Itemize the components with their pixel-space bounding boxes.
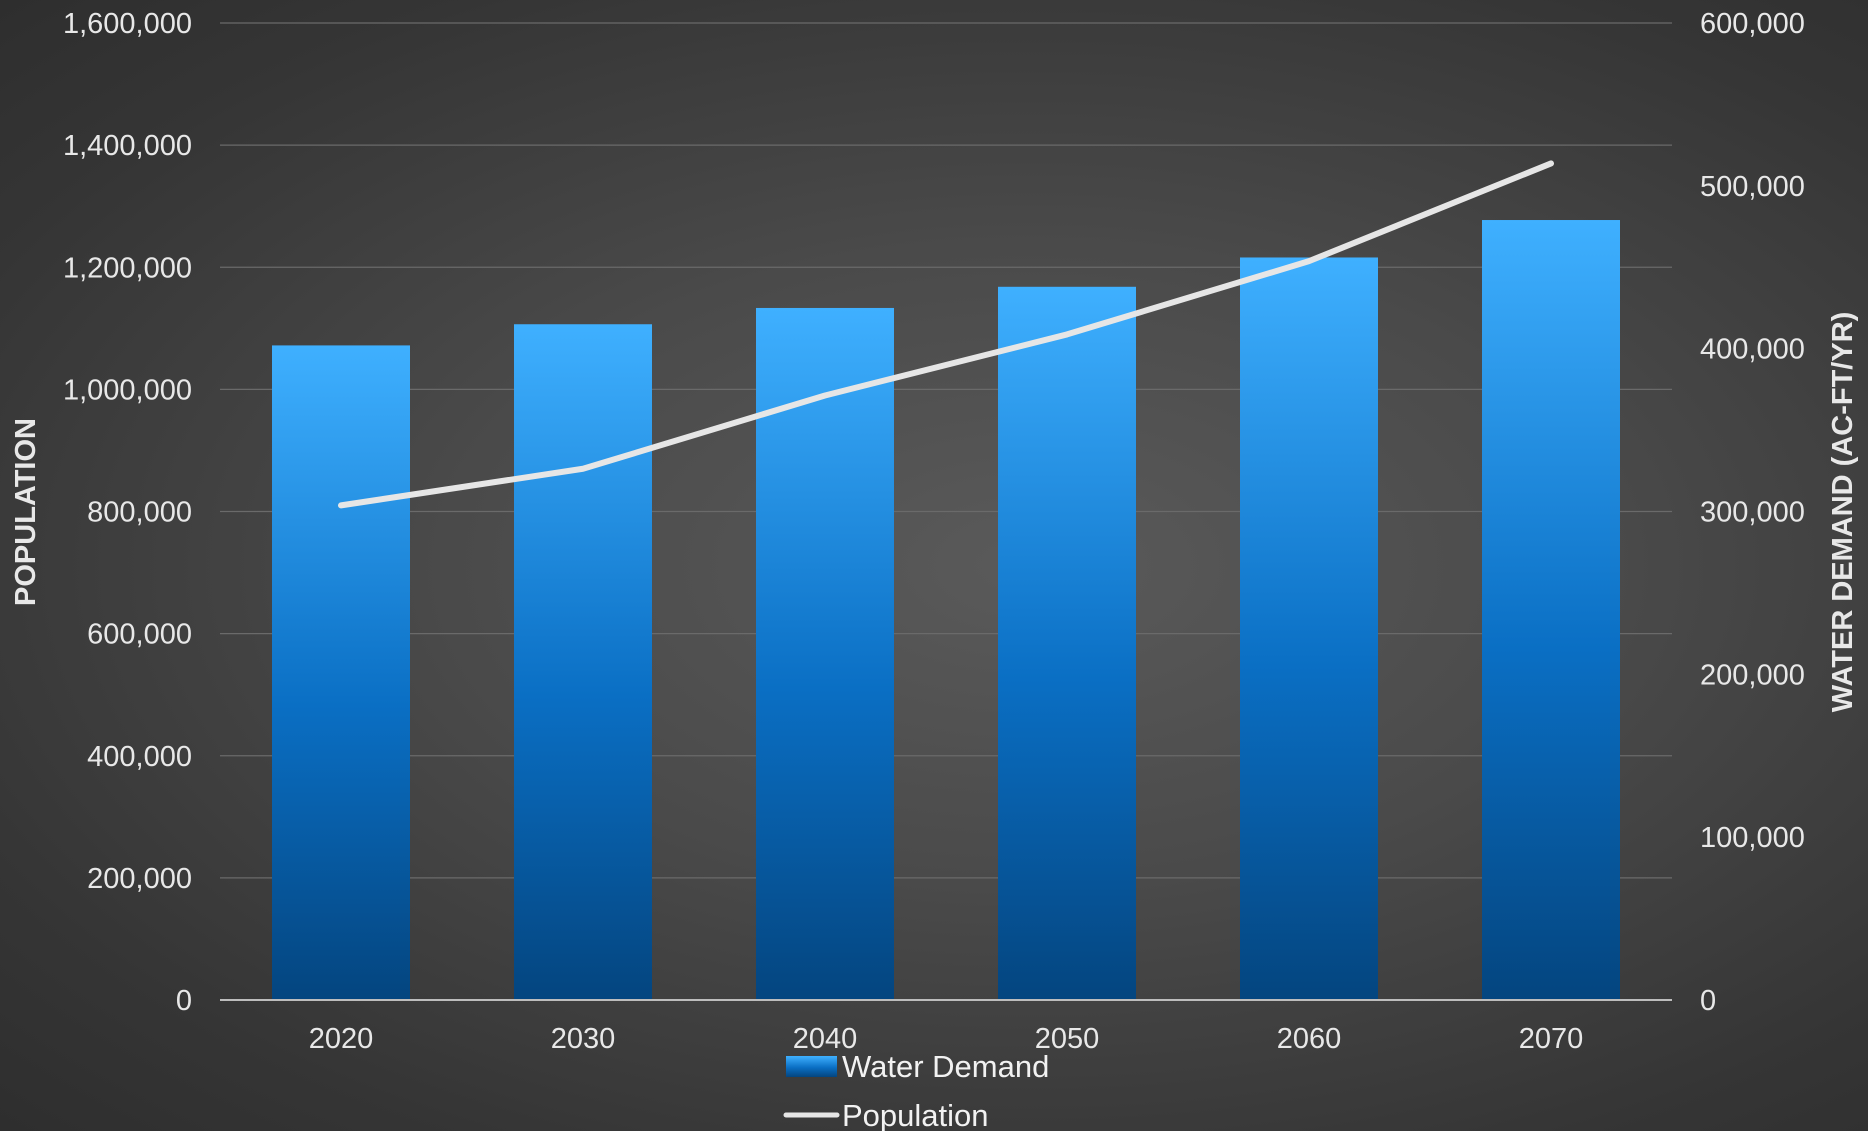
- right-y-axis-ticks: 0 100,000 200,000 300,000 400,000 500,000 600,…: [1700, 8, 1805, 1017]
- bar-water-demand-2030: [514, 324, 652, 1000]
- left-y-tick-label: 1,200,000: [63, 252, 192, 284]
- left-y-axis-title: POPULATION: [10, 418, 42, 606]
- left-y-tick-label: 0: [176, 985, 192, 1017]
- left-y-tick-label: 1,600,000: [63, 8, 192, 40]
- x-tick-label: 2060: [1277, 1023, 1342, 1055]
- right-y-tick-label: 300,000: [1700, 497, 1805, 529]
- left-y-axis-ticks: 0 200,000 400,000 600,000 800,000 1,000,000 1,…: [63, 8, 192, 1017]
- right-y-tick-label: 600,000: [1700, 8, 1805, 40]
- left-y-tick-label: 800,000: [87, 497, 192, 529]
- right-y-tick-label: 0: [1700, 985, 1716, 1017]
- left-y-tick-label: 1,000,000: [63, 374, 192, 406]
- water-demand-bars: [272, 220, 1620, 1001]
- left-y-tick-label: 600,000: [87, 619, 192, 651]
- bar-water-demand-2070: [1482, 220, 1620, 1001]
- bar-water-demand-2020: [272, 345, 410, 1000]
- population-line: [338, 160, 1554, 509]
- x-tick-label: 2070: [1519, 1023, 1584, 1055]
- legend-label-population: Population: [842, 1098, 989, 1131]
- legend-swatch-water-demand: [786, 1056, 837, 1077]
- legend-label-water-demand: Water Demand: [842, 1049, 1049, 1084]
- right-y-axis-title: WATER DEMAND (AC-FT/YR): [1827, 312, 1859, 713]
- x-tick-label: 2020: [309, 1023, 374, 1055]
- population-line-series: [338, 160, 1554, 509]
- left-y-tick-label: 1,400,000: [63, 130, 192, 162]
- right-y-tick-label: 400,000: [1700, 334, 1805, 366]
- right-y-tick-label: 200,000: [1700, 659, 1805, 691]
- x-tick-label: 2050: [1035, 1023, 1100, 1055]
- x-tick-label: 2040: [793, 1023, 858, 1055]
- bar-water-demand-2060: [1240, 257, 1378, 1001]
- right-y-tick-label: 100,000: [1700, 822, 1805, 854]
- left-y-tick-label: 400,000: [87, 741, 192, 773]
- x-tick-label: 2030: [551, 1023, 616, 1055]
- legend: Water Demand Population: [783, 1049, 1049, 1131]
- right-y-tick-label: 500,000: [1700, 171, 1805, 203]
- bar-water-demand-2040: [756, 307, 894, 1000]
- bar-water-demand-2050: [998, 286, 1136, 1000]
- gridlines: [220, 22, 1672, 879]
- left-y-tick-label: 200,000: [87, 863, 192, 895]
- x-axis-ticks: 2020 2030 2040 2050 2060 2070: [309, 1023, 1584, 1055]
